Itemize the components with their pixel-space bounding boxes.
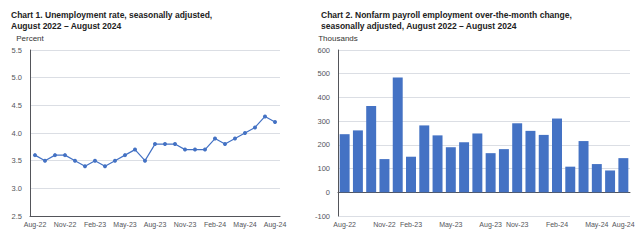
svg-text:Feb-24: Feb-24 xyxy=(546,221,568,228)
svg-text:Aug-22: Aug-22 xyxy=(24,221,47,229)
svg-text:4.0: 4.0 xyxy=(12,129,22,138)
svg-text:400: 400 xyxy=(317,93,330,102)
svg-text:300: 300 xyxy=(317,117,330,126)
svg-text:Nov-23: Nov-23 xyxy=(506,221,529,228)
svg-text:5.0: 5.0 xyxy=(12,73,22,82)
svg-text:May-24: May-24 xyxy=(233,221,256,229)
svg-text:Nov-22: Nov-22 xyxy=(54,221,77,228)
svg-text:Feb-24: Feb-24 xyxy=(204,221,226,228)
svg-text:Aug-22: Aug-22 xyxy=(333,221,356,229)
svg-text:May-24: May-24 xyxy=(585,221,608,229)
svg-text:4.5: 4.5 xyxy=(12,101,22,110)
svg-text:2.5: 2.5 xyxy=(12,212,22,221)
svg-text:Aug-23: Aug-23 xyxy=(144,221,167,229)
svg-text:3.0: 3.0 xyxy=(12,184,22,193)
svg-text:500: 500 xyxy=(317,69,330,78)
svg-text:100: 100 xyxy=(317,164,330,173)
svg-text:Nov-22: Nov-22 xyxy=(373,221,396,228)
svg-text:Aug-23: Aug-23 xyxy=(479,221,502,229)
svg-text:3.5: 3.5 xyxy=(12,156,22,165)
svg-text:-100: -100 xyxy=(315,212,330,221)
svg-text:5.5: 5.5 xyxy=(12,46,22,55)
svg-text:0: 0 xyxy=(326,188,330,197)
svg-text:Feb-23: Feb-23 xyxy=(400,221,422,228)
svg-text:200: 200 xyxy=(317,140,330,149)
svg-text:seasonally adjusted, August 20: seasonally adjusted, August 2022 – Augus… xyxy=(321,21,517,31)
svg-text:Nov-23: Nov-23 xyxy=(174,221,197,228)
svg-text:Aug-24: Aug-24 xyxy=(612,221,635,229)
svg-text:Chart 1. Unemployment rate, se: Chart 1. Unemployment rate, seasonally a… xyxy=(11,10,212,20)
svg-text:Percent: Percent xyxy=(16,34,44,43)
svg-text:August 2022 – August 2024: August 2022 – August 2024 xyxy=(11,21,121,31)
svg-text:Thousands: Thousands xyxy=(318,34,358,43)
svg-text:Aug-24: Aug-24 xyxy=(264,221,287,229)
svg-text:Chart 2. Nonfarm payroll emplo: Chart 2. Nonfarm payroll employment over… xyxy=(321,10,572,20)
svg-text:May-23: May-23 xyxy=(439,221,462,229)
svg-text:Feb-23: Feb-23 xyxy=(84,221,106,228)
svg-text:May-23: May-23 xyxy=(113,221,136,229)
svg-text:600: 600 xyxy=(317,46,330,55)
